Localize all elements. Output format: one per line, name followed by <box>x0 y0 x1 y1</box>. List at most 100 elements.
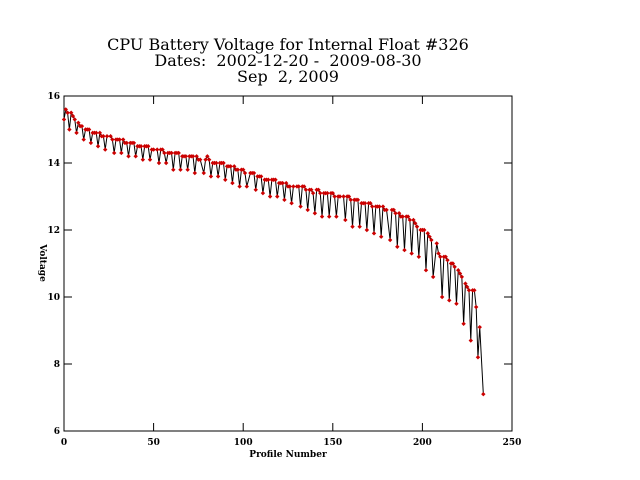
data-point <box>251 170 257 176</box>
plot-frame <box>63 95 513 432</box>
y-tick-label: 8 <box>54 360 60 370</box>
x-tick-label: 200 <box>413 438 432 448</box>
data-point <box>316 187 321 192</box>
data-point <box>154 147 160 152</box>
data-point <box>330 190 335 196</box>
data-point <box>355 197 361 203</box>
data-point <box>133 154 138 159</box>
x-tick-label: 100 <box>234 438 253 448</box>
data-point <box>63 107 68 112</box>
data-point <box>94 130 99 136</box>
data-point <box>208 174 214 179</box>
y-tick-label: 10 <box>47 293 60 303</box>
data-point <box>436 251 441 256</box>
data-point <box>384 207 389 213</box>
data-point <box>221 160 226 166</box>
chart-subtitle: Dates: 2002-12-20 - 2009-08-30 <box>154 51 421 70</box>
data-point <box>81 137 86 142</box>
data-point <box>439 294 445 300</box>
data-point <box>162 150 167 156</box>
data-point <box>456 268 461 273</box>
data-point <box>459 274 465 280</box>
data-point <box>88 140 94 146</box>
data-point <box>230 180 235 186</box>
data-point <box>156 160 162 166</box>
data-point <box>68 110 74 115</box>
data-point <box>343 217 348 223</box>
data-point <box>362 201 368 206</box>
data-point <box>473 304 479 310</box>
data-point <box>370 204 375 209</box>
data-point <box>258 174 264 179</box>
data-point <box>429 237 434 243</box>
data-point <box>282 197 287 203</box>
data-point <box>97 130 103 136</box>
data-point <box>409 251 414 256</box>
data-point <box>67 127 72 132</box>
data-point <box>452 264 457 270</box>
data-point <box>160 147 165 152</box>
data-point <box>427 234 432 239</box>
data-point <box>192 170 198 176</box>
data-point <box>110 137 115 142</box>
x-tick-label: 50 <box>147 438 160 448</box>
data-point <box>298 204 303 209</box>
data-point <box>395 244 400 249</box>
data-point <box>368 201 373 206</box>
data-point <box>120 137 126 142</box>
x-tick-label: 0 <box>61 438 67 448</box>
data-point <box>284 180 289 186</box>
y-axis-label: Voltage <box>37 243 47 282</box>
data-point <box>70 113 76 119</box>
data-point <box>477 324 482 330</box>
data-point <box>348 197 353 203</box>
data-point <box>273 177 278 182</box>
y-tick-label: 6 <box>54 427 60 437</box>
data-point <box>371 231 377 236</box>
data-point <box>465 284 470 290</box>
data-point <box>301 184 307 189</box>
data-point <box>151 147 156 152</box>
data-point <box>310 190 316 196</box>
data-point <box>131 140 137 146</box>
data-point <box>461 321 466 326</box>
data-point <box>309 187 314 192</box>
data-point <box>205 154 210 159</box>
data-point <box>232 164 237 169</box>
data-point <box>197 157 203 162</box>
data-point <box>171 167 176 172</box>
data-point <box>104 134 110 139</box>
y-tick-label: 14 <box>47 159 60 169</box>
data-point <box>201 170 206 176</box>
data-point <box>185 167 190 172</box>
data-point <box>400 214 405 219</box>
data-point <box>350 224 355 229</box>
data-point <box>438 254 443 259</box>
data-point <box>303 187 309 192</box>
data-point <box>176 150 181 156</box>
data-point <box>260 190 266 196</box>
data-point <box>124 140 129 146</box>
data-point <box>291 184 296 189</box>
data-point <box>74 130 79 136</box>
data-point <box>357 224 362 229</box>
data-point <box>443 254 448 259</box>
data-point <box>214 160 219 166</box>
data-point <box>325 190 330 196</box>
data-point <box>228 164 233 169</box>
data-point <box>79 123 85 129</box>
data-point <box>140 157 146 162</box>
data-point <box>457 271 463 276</box>
data-point <box>117 137 122 142</box>
data-point <box>450 261 456 266</box>
x-tick-label: 150 <box>323 438 342 448</box>
data-point <box>275 194 280 199</box>
data-point <box>414 224 420 229</box>
data-point <box>472 288 477 293</box>
data-point <box>305 207 310 213</box>
data-point <box>396 211 402 216</box>
data-point <box>280 180 285 186</box>
data-point <box>407 217 413 223</box>
data-point <box>147 157 153 162</box>
